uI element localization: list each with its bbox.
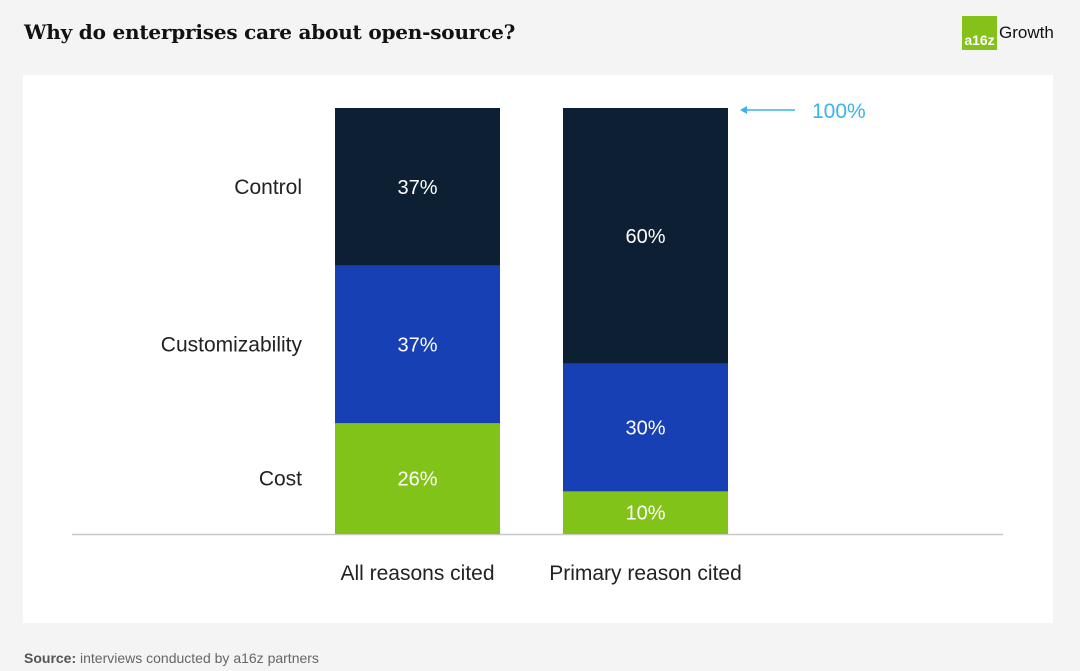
a16z-logo-icon: a16z	[962, 16, 997, 50]
bar-all-customizability	[335, 265, 500, 424]
bar-primary-cost	[563, 491, 728, 534]
bar-all-cost	[335, 423, 500, 534]
data-label: 26%	[397, 469, 437, 491]
bar-all-control	[335, 108, 500, 266]
source-label: Source:	[24, 650, 77, 666]
data-label: 10%	[625, 503, 665, 525]
data-label: 37%	[397, 177, 437, 199]
x-tick-label: All reasons cited	[340, 562, 494, 585]
chart-title: Why do enterprises care about open-sourc…	[24, 20, 516, 44]
a16z-growth-logo: a16z Growth	[962, 16, 1054, 50]
annotation-arrow-icon	[740, 106, 747, 114]
chart-card: 26% 37% 37% All reasons cited 10% 30% 60% Prima…	[23, 75, 1053, 623]
bar-primary-customizability	[563, 363, 728, 492]
data-label: 60%	[625, 226, 665, 248]
annotation-100-percent: 100%	[812, 100, 866, 123]
segment-label-customizability: Customizability	[161, 333, 303, 356]
x-tick-label: Primary reason cited	[549, 562, 742, 585]
bar-primary-control	[563, 108, 728, 364]
source-note: Source: interviews conducted by a16z par…	[24, 650, 319, 666]
logo-text: Growth	[999, 23, 1054, 42]
source-text: interviews conducted by a16z partners	[76, 650, 319, 666]
segment-label-cost: Cost	[259, 468, 302, 491]
data-label: 30%	[625, 418, 665, 440]
stacked-bar-chart: 26% 37% 37% All reasons cited 10% 30% 60% Prima…	[72, 100, 1003, 585]
data-label: 37%	[397, 334, 437, 356]
segment-label-control: Control	[234, 176, 302, 199]
